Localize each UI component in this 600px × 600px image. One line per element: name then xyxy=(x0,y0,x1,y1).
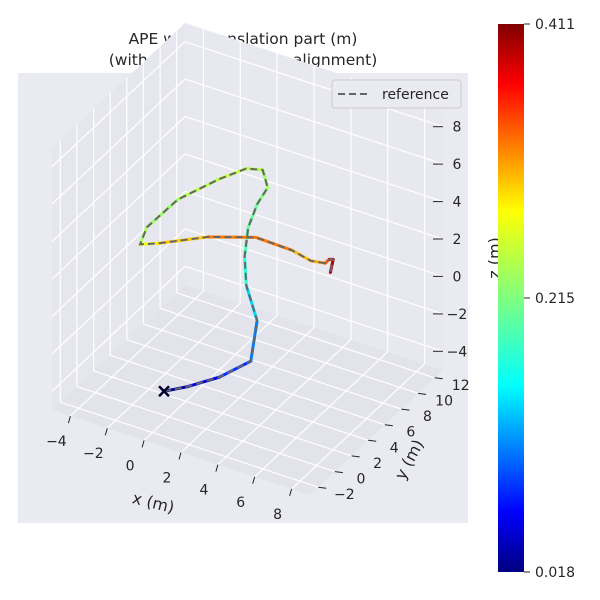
gridline-x-floor xyxy=(180,327,315,453)
gridline-z-left xyxy=(51,41,186,168)
gridline-x-floor xyxy=(291,363,426,490)
gridline-z-left xyxy=(51,265,186,392)
y-tick-mark xyxy=(401,408,410,411)
x-tick-mark xyxy=(141,440,145,448)
x-tick-label: 8 xyxy=(273,507,282,523)
z-tick-label: −4 xyxy=(447,344,468,360)
y-tick-label: 2 xyxy=(373,456,382,472)
y-tick-label: −2 xyxy=(334,487,355,503)
y-tick-label: 4 xyxy=(390,440,399,456)
estimate-segment xyxy=(185,375,221,389)
x-tick-label: 6 xyxy=(236,495,245,511)
estimate-segment xyxy=(217,359,253,379)
trajectory-plot xyxy=(138,167,335,398)
y-tick-label: 6 xyxy=(406,425,415,441)
colorbar-label-min: 0.018 xyxy=(535,565,575,581)
x-tick-mark xyxy=(289,488,293,497)
legend: reference xyxy=(331,79,462,109)
x-tick-label: −4 xyxy=(46,434,67,450)
y-tick-mark xyxy=(368,439,377,442)
gridline-z-left xyxy=(51,116,186,243)
z-tick-label: −2 xyxy=(447,307,468,323)
gridline-y-floor xyxy=(126,339,385,426)
colorbar-label-mid: 0.215 xyxy=(535,291,575,307)
y-tick-mark xyxy=(434,377,443,380)
gridline-x-floor xyxy=(217,339,352,466)
gridline-z-back xyxy=(184,78,444,165)
gridline-y-floor xyxy=(93,370,352,457)
gridline-y-floor xyxy=(110,354,369,441)
gridline-z-back xyxy=(184,190,444,277)
x-tick-label: 4 xyxy=(199,483,208,499)
gridline-y-floor xyxy=(176,292,435,379)
z-tick-label: 4 xyxy=(453,195,462,211)
gridline-z-back xyxy=(184,265,444,352)
z-tick-label: 0 xyxy=(453,269,462,285)
x-tick-label: 2 xyxy=(163,471,172,487)
gridlines xyxy=(51,29,444,490)
y-tick-label: 12 xyxy=(452,378,470,394)
estimate-segment xyxy=(244,283,259,323)
y-tick-label: 0 xyxy=(356,472,365,488)
reference-path xyxy=(138,167,335,393)
gridline-z-back xyxy=(184,41,444,128)
legend-box xyxy=(331,79,462,109)
gridline-z-left xyxy=(51,153,186,280)
y-tick-mark xyxy=(318,486,327,489)
colorbar-label-max: 0.411 xyxy=(535,17,575,33)
z-tick-label: 6 xyxy=(453,157,462,173)
x-tick-mark xyxy=(178,452,182,460)
gridline-x-floor xyxy=(254,351,389,478)
gridline-z-back xyxy=(184,116,444,203)
gridline-z-left xyxy=(51,78,186,205)
z-tick-label: 8 xyxy=(453,120,462,136)
gridline-x-floor xyxy=(69,290,204,417)
estimate-segment xyxy=(243,255,248,287)
gridline-y-floor xyxy=(76,386,336,473)
x-tick-label: −2 xyxy=(83,446,104,462)
colorbar xyxy=(498,24,524,572)
x-tick-mark xyxy=(67,415,71,424)
gridline-z-back xyxy=(184,153,444,240)
x-tick-mark xyxy=(215,464,219,472)
legend-reference-label: reference xyxy=(382,87,449,103)
y-tick-mark xyxy=(384,424,393,427)
x-tick-mark xyxy=(104,428,108,436)
z-tick-label: 2 xyxy=(453,232,462,248)
y-tick-mark xyxy=(418,392,427,395)
y-tick-label: 10 xyxy=(435,393,453,409)
y-tick-mark xyxy=(351,455,360,458)
gridline-x-floor xyxy=(106,302,241,429)
x-tick-mark xyxy=(252,476,256,484)
gridline-z-left xyxy=(51,228,186,355)
gridline-y-floor xyxy=(143,323,402,410)
y-tick-mark xyxy=(334,471,343,474)
x-tick-label: 0 xyxy=(126,458,135,474)
gridline-y-floor xyxy=(60,401,319,488)
start-marker xyxy=(158,385,170,398)
gridline-y-floor xyxy=(159,307,419,394)
gridline-z-back xyxy=(184,228,444,315)
y-tick-label: 8 xyxy=(423,409,432,425)
